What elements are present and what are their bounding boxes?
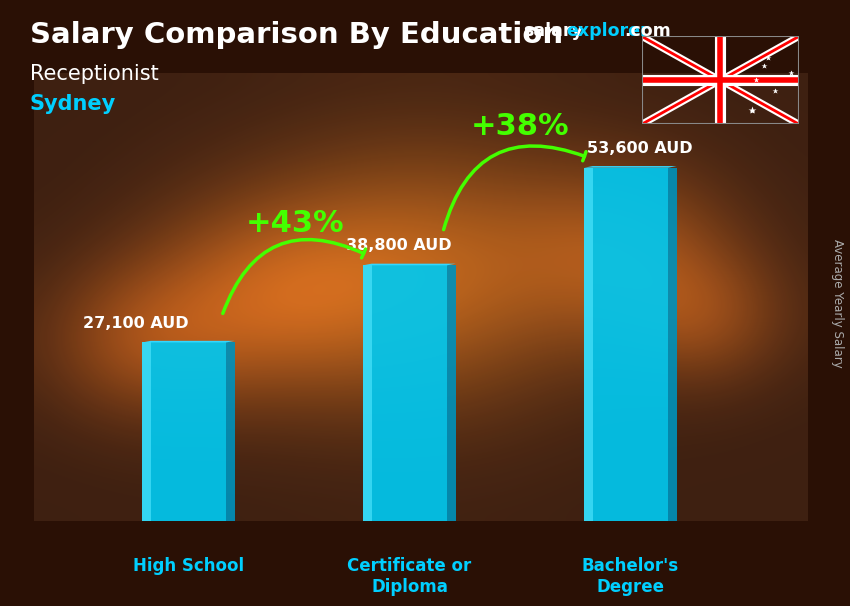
Polygon shape: [142, 341, 235, 342]
Text: +38%: +38%: [471, 112, 570, 141]
Text: Salary Comparison By Education: Salary Comparison By Education: [30, 21, 563, 49]
Bar: [142, 342, 150, 521]
Bar: [584, 168, 668, 521]
Text: Sydney: Sydney: [30, 94, 116, 114]
Text: 53,600 AUD: 53,600 AUD: [586, 141, 693, 156]
Bar: [363, 265, 371, 521]
Bar: [447, 265, 456, 521]
Text: Average Yearly Salary: Average Yearly Salary: [831, 239, 844, 367]
Polygon shape: [584, 166, 677, 168]
Text: Bachelor's
Degree: Bachelor's Degree: [582, 558, 679, 596]
Bar: [142, 342, 226, 521]
Text: .com: .com: [624, 22, 671, 41]
Text: Certificate or
Diploma: Certificate or Diploma: [348, 558, 472, 596]
Text: High School: High School: [133, 558, 244, 576]
Bar: [226, 342, 235, 521]
Text: explorer: explorer: [566, 22, 649, 41]
Text: +43%: +43%: [246, 209, 344, 238]
Text: 38,800 AUD: 38,800 AUD: [346, 238, 451, 253]
Text: Receptionist: Receptionist: [30, 64, 158, 84]
Text: 27,100 AUD: 27,100 AUD: [82, 316, 189, 331]
Polygon shape: [363, 264, 456, 265]
Bar: [668, 168, 677, 521]
Bar: [363, 265, 447, 521]
Bar: [584, 168, 592, 521]
Text: salary: salary: [523, 22, 582, 41]
